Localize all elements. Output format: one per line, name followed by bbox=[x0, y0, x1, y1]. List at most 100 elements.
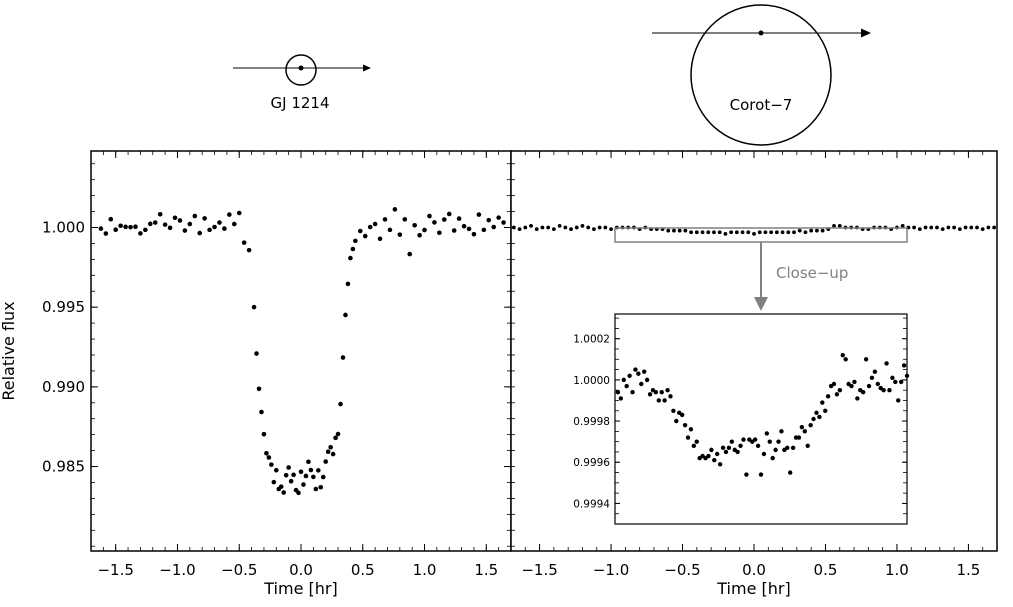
corot7-data-point bbox=[603, 225, 608, 230]
inset-data-point bbox=[788, 470, 793, 475]
inset-data-point bbox=[691, 443, 697, 448]
corot7-x-tick-label: 1.5 bbox=[956, 561, 980, 579]
inset-y-tick-label: 0.9996 bbox=[573, 457, 610, 469]
gj1214-data-point bbox=[167, 225, 173, 231]
inset-data-point bbox=[869, 375, 875, 381]
gj1214-data-point bbox=[273, 467, 279, 473]
corot7-data-point bbox=[792, 230, 796, 235]
gj1214-data-point bbox=[350, 246, 356, 252]
inset-data-point bbox=[679, 412, 685, 418]
corot7-x-tick-label: −0.5 bbox=[664, 561, 700, 579]
inset-data-point bbox=[723, 449, 729, 455]
gj1214-data-point bbox=[303, 473, 309, 479]
corot7-data-point bbox=[963, 225, 968, 230]
inset-data-point bbox=[904, 373, 910, 378]
corot7-data-point bbox=[666, 228, 671, 233]
inset-data-point bbox=[896, 398, 901, 403]
corot7-data-point bbox=[952, 225, 957, 230]
inset-data-point bbox=[717, 462, 723, 467]
gj1214-data-point bbox=[432, 220, 437, 225]
corot7-data-point bbox=[574, 225, 579, 230]
gj1214-planet-dot bbox=[298, 65, 304, 71]
inset-data-point bbox=[808, 422, 813, 428]
inset-data-point bbox=[726, 445, 732, 451]
corot7-data-point bbox=[923, 225, 928, 230]
corot7-data-point bbox=[780, 230, 785, 235]
corot7-data-point bbox=[546, 225, 551, 230]
corot7-x-tick-label: 0.0 bbox=[742, 561, 766, 579]
inset-data-point bbox=[814, 410, 819, 416]
inset-data-point bbox=[776, 439, 781, 444]
corot7-x-tick-label: 1.0 bbox=[885, 561, 909, 579]
gj1214-data-point bbox=[259, 409, 264, 415]
gj1214-data-point bbox=[476, 212, 482, 217]
gj1214-data-point bbox=[382, 217, 388, 222]
corot7-data-point bbox=[935, 225, 939, 230]
inset-data-point bbox=[796, 435, 802, 440]
corot7-data-point bbox=[580, 224, 585, 228]
inset-data-point bbox=[805, 443, 810, 448]
gj1214-y-tick-label: 0.995 bbox=[42, 298, 85, 316]
corot7-data-point bbox=[592, 227, 596, 231]
inset-data-point bbox=[779, 429, 784, 434]
gj1214-data-point bbox=[491, 224, 497, 230]
inset-data-point bbox=[642, 369, 647, 374]
gj1214-data-point bbox=[397, 232, 403, 237]
corot7-data-point bbox=[694, 230, 699, 235]
gj1214-data-point bbox=[320, 474, 326, 480]
gj1214-data-point bbox=[291, 472, 296, 478]
inset-data-point bbox=[875, 381, 880, 387]
gj1214-data-point bbox=[466, 226, 472, 232]
gj1214-data-point bbox=[308, 467, 314, 473]
gj1214-data-point bbox=[456, 216, 462, 221]
gj1214-data-point bbox=[217, 220, 222, 225]
inset-data-point bbox=[729, 439, 734, 444]
inset-data-point bbox=[636, 371, 641, 376]
corot7-data-point bbox=[540, 225, 545, 230]
corot7-data-point bbox=[569, 227, 573, 231]
inset-y-tick-label: 1.0002 bbox=[573, 334, 610, 346]
gj1214-data-point bbox=[202, 216, 207, 221]
corot7-data-point bbox=[980, 227, 985, 231]
gj1214-data-point bbox=[296, 490, 301, 496]
gj1214-data-point bbox=[348, 255, 353, 261]
gj1214-star-disk bbox=[285, 54, 317, 86]
gj1214-data-point bbox=[372, 221, 378, 227]
gj1214-data-point bbox=[128, 224, 133, 230]
corot7-data-point bbox=[757, 230, 762, 235]
gj1214-data-point bbox=[261, 431, 267, 437]
inset-data-point bbox=[872, 369, 878, 374]
gj1214-x-tick-label: 1.5 bbox=[474, 561, 498, 579]
inset-data-point bbox=[621, 377, 626, 383]
gj1214-data-point bbox=[177, 218, 183, 223]
gj1214-data-point bbox=[227, 212, 232, 217]
inset-data-point bbox=[644, 377, 650, 383]
corot7-data-point bbox=[929, 225, 934, 230]
corot7-data-point bbox=[586, 225, 591, 230]
gj1214-data-point bbox=[108, 216, 114, 222]
corot7-data-point bbox=[992, 225, 997, 230]
inset-data-point bbox=[802, 429, 807, 434]
inset-data-point bbox=[665, 387, 670, 393]
gj1214-data-point bbox=[251, 304, 257, 310]
gj1214-data-point bbox=[118, 223, 123, 229]
gj1214-data-point bbox=[311, 474, 316, 480]
inset-data-point bbox=[785, 445, 790, 451]
gj1214-label: GJ 1214 bbox=[271, 94, 330, 112]
gj1214-data-point bbox=[298, 469, 304, 475]
inset-data-point bbox=[755, 443, 761, 448]
inset-data-point bbox=[656, 398, 661, 403]
gj1214-schematic: GJ 1214 bbox=[233, 54, 371, 112]
corot7-data-point bbox=[734, 230, 739, 235]
gj1214-data-point bbox=[246, 247, 252, 253]
inset-data-point bbox=[863, 357, 869, 362]
gj1214-data-point bbox=[437, 230, 442, 236]
inset-y-tick-label: 0.9998 bbox=[573, 416, 610, 428]
gj1214-data-point bbox=[340, 355, 346, 360]
corot7-data-point bbox=[677, 228, 682, 233]
inset-data-point bbox=[887, 387, 892, 393]
gj1214-data-point bbox=[271, 479, 277, 485]
corot7-data-point bbox=[712, 230, 716, 235]
gj1214-lightcurve-panel: −1.5 −1.0 −0.5 0.0 0.5 1.0 1.5 0.985 0.990 0.995 1… bbox=[0, 150, 512, 598]
gj1214-y-tick-label: 0.985 bbox=[42, 458, 85, 476]
